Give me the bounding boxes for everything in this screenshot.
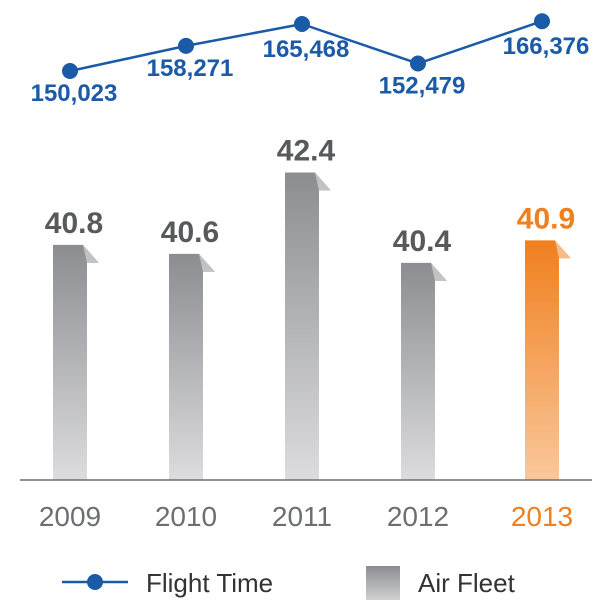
bar-2009 [53, 244, 99, 480]
x-tick-label-2010: 2010 [155, 501, 217, 532]
bar-fold-2011 [315, 172, 331, 191]
bar-value-label-2013: 40.9 [517, 202, 575, 235]
bar-2011 [285, 172, 331, 480]
bar-value-label-2009: 40.8 [45, 207, 103, 240]
bar-2013 [525, 240, 571, 480]
legend: Flight Time Air Fleet [62, 566, 516, 600]
legend-flight-time-label: Flight Time [146, 568, 273, 598]
flight-time-value-label-2009: 150,023 [31, 80, 118, 107]
bar-value-label-2010: 40.6 [161, 216, 219, 249]
legend-flight-time-marker [87, 574, 103, 590]
bar-fold-2009 [83, 244, 99, 263]
flight-time-point-2012 [410, 55, 426, 72]
bars-layer [53, 172, 571, 480]
x-tick-label-2013: 2013 [511, 501, 573, 532]
legend-air-fleet-swatch [366, 566, 400, 600]
bar-2012 [401, 262, 447, 480]
flight-time-point-2013 [534, 13, 550, 30]
x-tick-label-2012: 2012 [387, 501, 449, 532]
bar-value-label-2012: 40.4 [393, 225, 452, 258]
labels-layer: 40.8 2009 40.6 2010 42.4 2011 40.4 2012 40.9 2013… [31, 33, 590, 532]
flight-time-point-2010 [178, 37, 194, 54]
x-tick-label-2009: 2009 [39, 501, 101, 532]
bar-value-label-2011: 42.4 [277, 135, 336, 168]
bar-2010 [169, 253, 215, 480]
flight-time-value-label-2013: 166,376 [503, 33, 590, 60]
bar-fold-2013 [555, 240, 571, 259]
x-tick-label-2011: 2011 [272, 501, 332, 532]
legend-air-fleet-label: Air Fleet [418, 568, 516, 598]
flight-time-point-2011 [294, 16, 310, 32]
flight-time-value-label-2011: 165,468 [263, 36, 350, 63]
bar-fold-2010 [199, 253, 215, 272]
flight-time-value-label-2012: 152,479 [379, 73, 466, 100]
bar-fold-2012 [431, 262, 447, 281]
flight-time-line-layer [62, 13, 550, 79]
flight-time-value-label-2010: 158,271 [147, 55, 234, 82]
flight-time-point-2009 [62, 63, 78, 79]
